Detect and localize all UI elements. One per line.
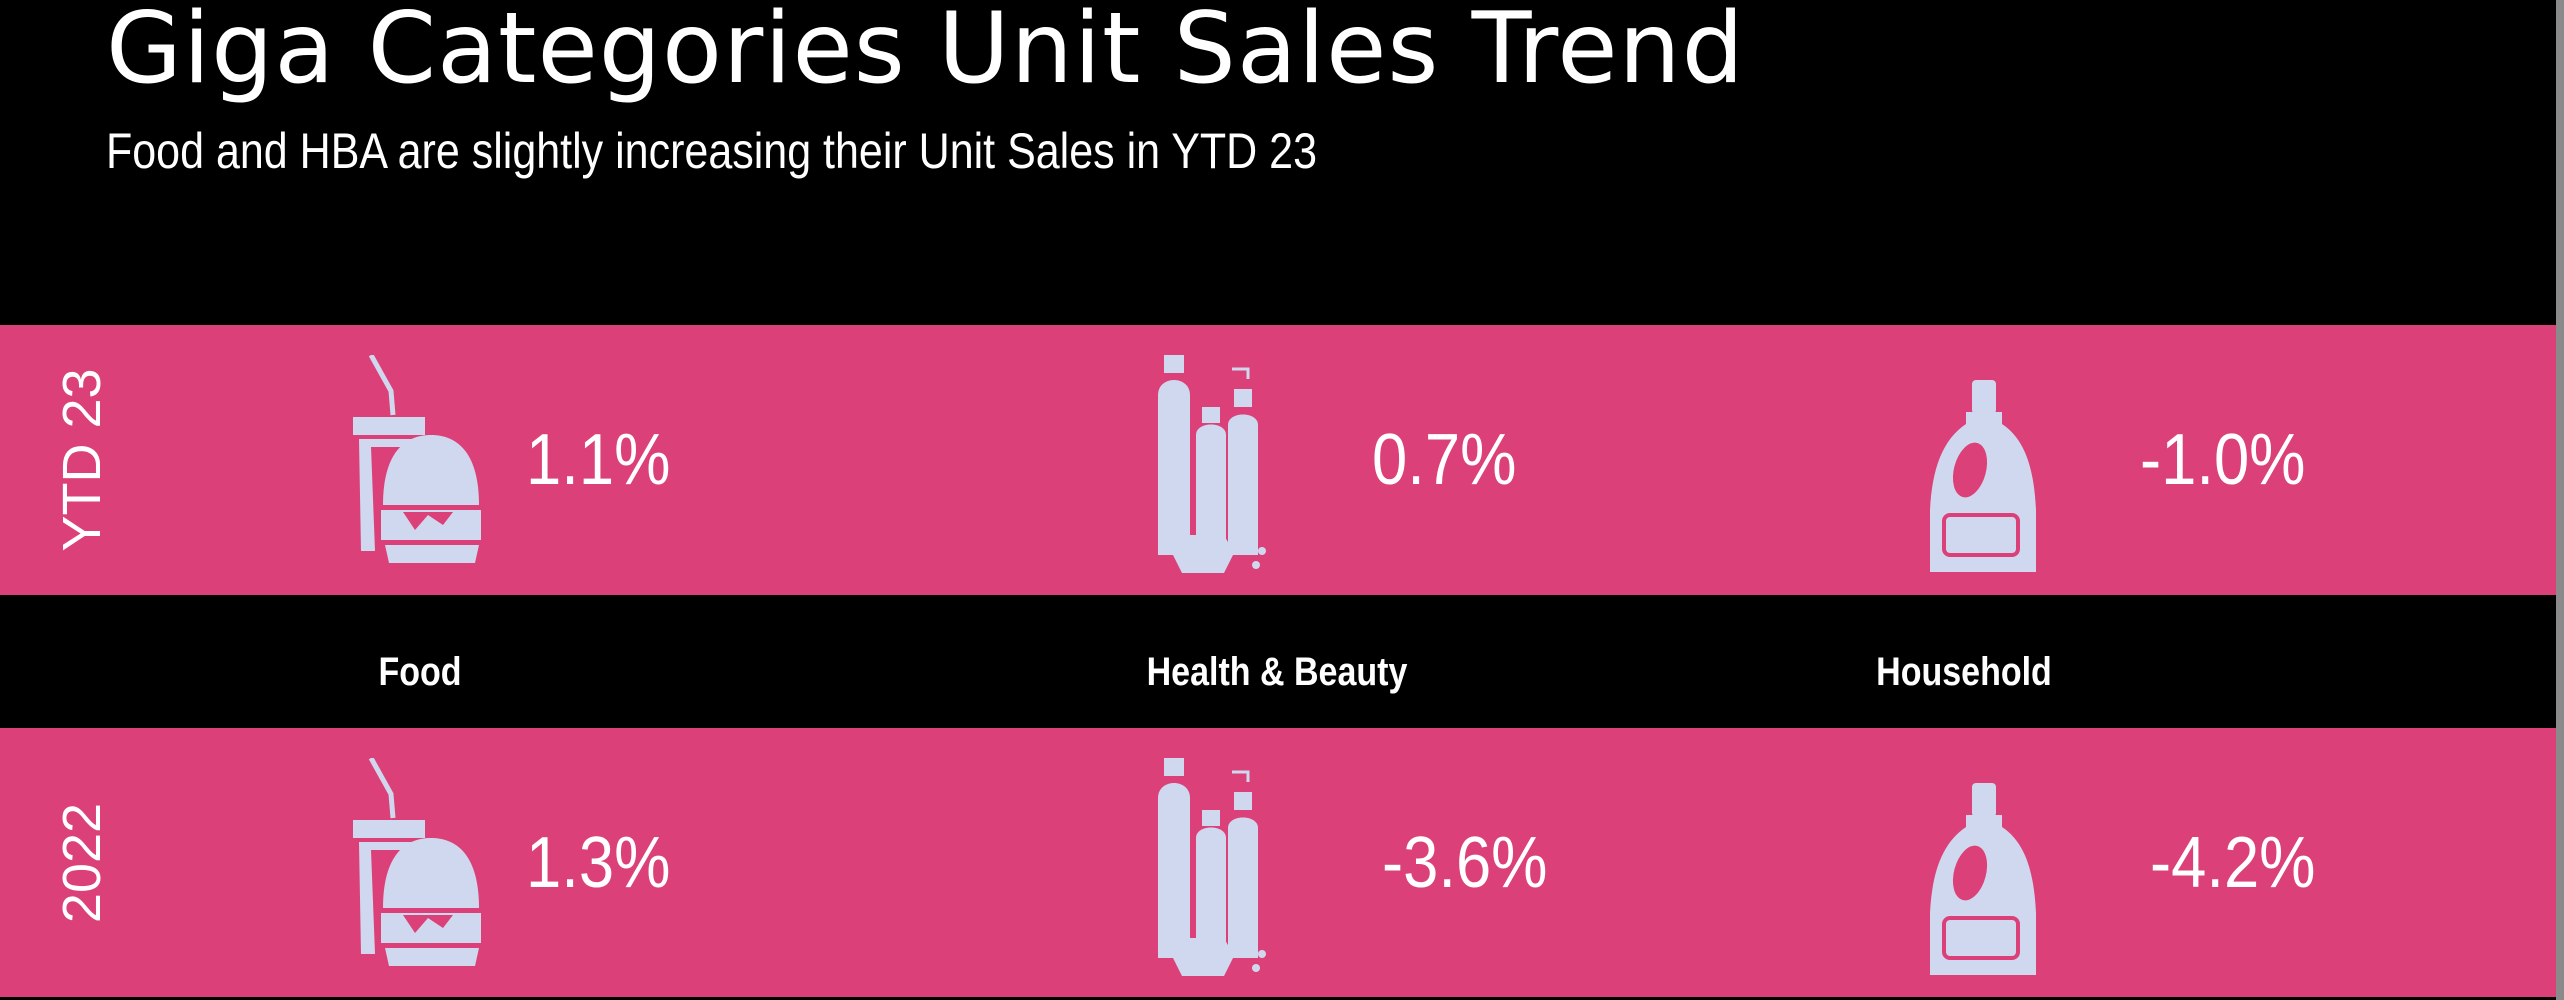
category-label-hba: Health & Beauty bbox=[1146, 650, 1408, 694]
drink-and-burger-icon bbox=[333, 758, 483, 973]
bottles-and-soap-icon bbox=[1158, 355, 1268, 575]
bottles-and-soap-icon bbox=[1158, 758, 1268, 978]
household-value: -4.2% bbox=[2150, 822, 2316, 903]
drink-and-burger-icon bbox=[333, 355, 483, 570]
page-title: Giga Categories Unit Sales Trend bbox=[106, 0, 1745, 106]
row-label: 2022 bbox=[52, 802, 112, 923]
food-value: 1.3% bbox=[526, 822, 671, 903]
hba-value: -3.6% bbox=[1382, 822, 1548, 903]
detergent-bottle-icon bbox=[1930, 783, 2038, 977]
row-2022: 2022 1.3% -3.6% -4.2% bbox=[0, 728, 2556, 997]
household-value: -1.0% bbox=[2140, 420, 2306, 500]
detergent-bottle-icon bbox=[1930, 380, 2038, 574]
category-label-household: Household bbox=[1876, 650, 2052, 694]
food-value: 1.1% bbox=[526, 420, 671, 500]
category-label-food: Food bbox=[378, 650, 462, 694]
right-edge-border bbox=[2556, 0, 2564, 1000]
page-subtitle: Food and HBA are slightly increasing the… bbox=[106, 123, 1318, 179]
row-ytd23: YTD 23 1.1% 0.7% -1.0% bbox=[0, 325, 2556, 595]
hba-value: 0.7% bbox=[1372, 420, 1517, 500]
row-label: YTD 23 bbox=[52, 368, 112, 552]
